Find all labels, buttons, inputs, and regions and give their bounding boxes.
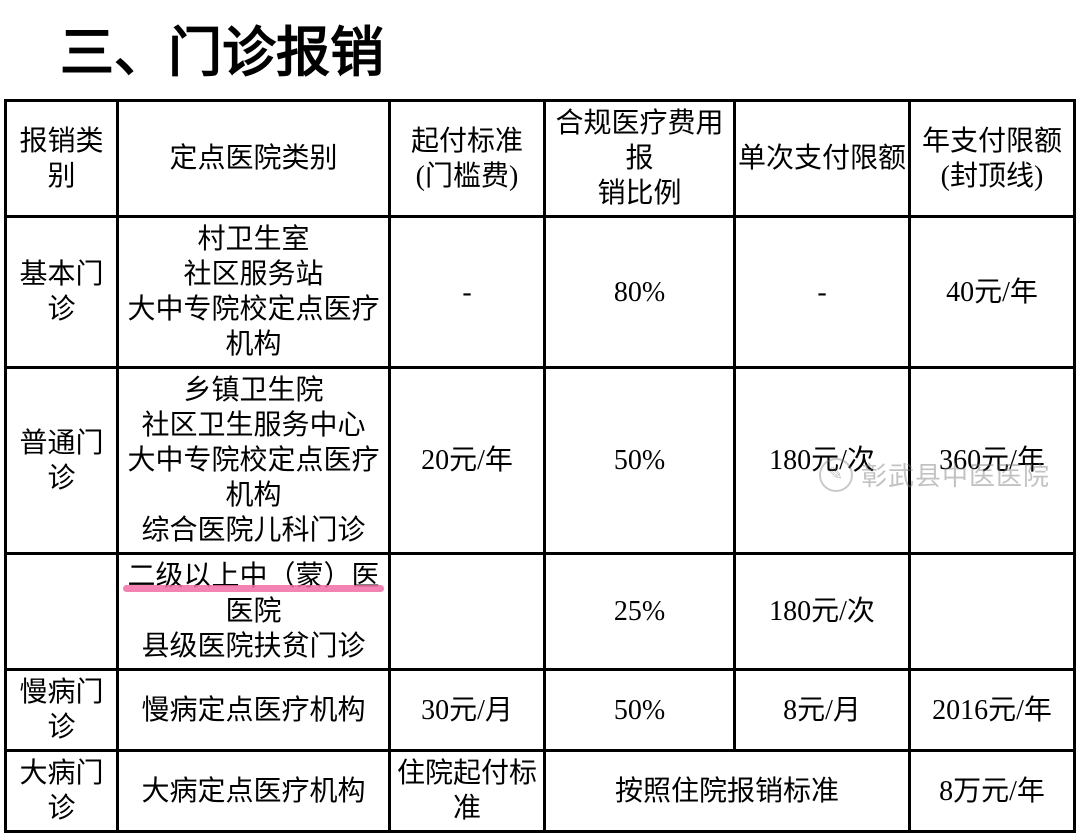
highlight-underline xyxy=(123,585,384,592)
cell-deductible: 住院起付标准 xyxy=(390,751,545,832)
table-row: 慢病门诊 慢病定点医疗机构 30元/月 50% 8元/月 2016元/年 xyxy=(6,670,1075,751)
cell-hospital-highlighted: 二级以上中（蒙）医医院 县级医院扶贫门诊 xyxy=(118,554,390,670)
cell-ratio: 50% xyxy=(545,670,735,751)
col-ratio: 合规医疗费用报销比例 xyxy=(545,101,735,217)
cell-year-limit: 40元/年 xyxy=(910,217,1075,368)
table-row: 大病门诊 大病定点医疗机构 住院起付标准 按照住院报销标准 8万元/年 xyxy=(6,751,1075,832)
cell-year-limit: 2016元/年 xyxy=(910,670,1075,751)
cell-deductible: - xyxy=(390,217,545,368)
col-deductible: 起付标准(门槛费) xyxy=(390,101,545,217)
cell-category: 慢病门诊 xyxy=(6,670,118,751)
cell-deductible: 30元/月 xyxy=(390,670,545,751)
cell-hospital: 乡镇卫生院社区卫生服务中心大中专院校定点医疗机构综合医院儿科门诊 xyxy=(118,368,390,554)
cell-deductible xyxy=(390,554,545,670)
cell-hospital: 大病定点医疗机构 xyxy=(118,751,390,832)
col-category: 报销类别 xyxy=(6,101,118,217)
cell-per-limit: 180元/次 xyxy=(735,554,910,670)
table-row: 基本门诊 村卫生室社区服务站大中专院校定点医疗机构 - 80% - 40元/年 xyxy=(6,217,1075,368)
cell-category: 大病门诊 xyxy=(6,751,118,832)
wechat-icon: ✎ xyxy=(819,458,853,492)
cell-ratio: 25% xyxy=(545,554,735,670)
watermark-text: 彰武县中医医院 xyxy=(861,456,1050,493)
cell-per-limit: - xyxy=(735,217,910,368)
col-year-limit: 年支付限额(封顶线) xyxy=(910,101,1075,217)
cell-hospital: 慢病定点医疗机构 xyxy=(118,670,390,751)
cell-year-limit xyxy=(910,554,1075,670)
cell-category xyxy=(6,554,118,670)
table-row: 二级以上中（蒙）医医院 县级医院扶贫门诊 25% 180元/次 xyxy=(6,554,1075,670)
hospital-line-2: 县级医院扶贫门诊 xyxy=(141,631,365,662)
cell-deductible: 20元/年 xyxy=(390,368,545,554)
cell-per-limit: 8元/月 xyxy=(735,670,910,751)
hospital-line-1: 二级以上中（蒙）医医院 xyxy=(127,561,379,627)
cell-ratio: 80% xyxy=(545,217,735,368)
cell-category: 基本门诊 xyxy=(6,217,118,368)
watermark: ✎ 彰武县中医医院 xyxy=(819,456,1050,493)
cell-ratio: 50% xyxy=(545,368,735,554)
cell-year-limit: 8万元/年 xyxy=(910,751,1075,832)
cell-category: 普通门诊 xyxy=(6,368,118,554)
table-header-row: 报销类别 定点医院类别 起付标准(门槛费) 合规医疗费用报销比例 单次支付限额 … xyxy=(6,101,1075,217)
cell-merged-standard: 按照住院报销标准 xyxy=(545,751,910,832)
cell-hospital: 村卫生室社区服务站大中专院校定点医疗机构 xyxy=(118,217,390,368)
page-title: 三、门诊报销 xyxy=(0,0,1080,99)
col-hospital: 定点医院类别 xyxy=(118,101,390,217)
col-per-limit: 单次支付限额 xyxy=(735,101,910,217)
